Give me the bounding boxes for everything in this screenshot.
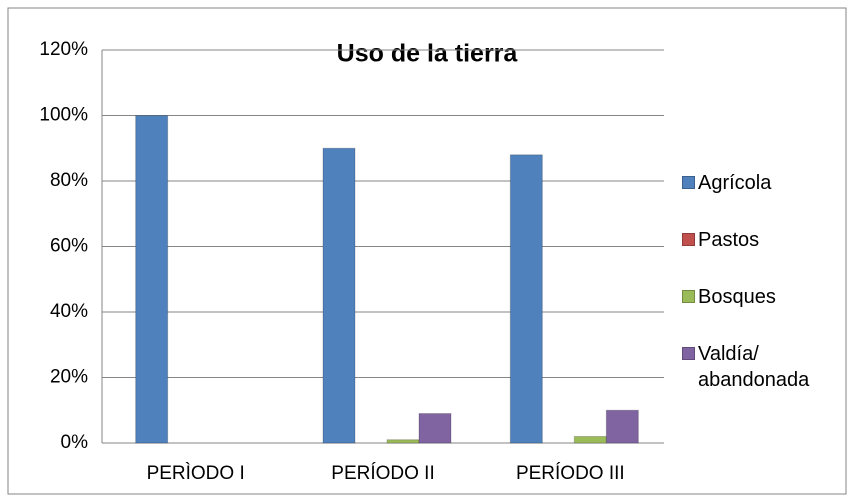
bar [322,147,356,444]
bar [386,439,420,444]
y-tick-label: 0% [61,432,89,453]
legend-item: Valdía/ abandonada [682,341,850,393]
legend-swatch [682,233,695,246]
bar [418,413,452,444]
bar [135,115,169,444]
y-tick-label: 40% [50,301,88,322]
legend-label: Bosques [698,286,776,308]
legend-item: Bosques [682,284,850,310]
legend-swatch [682,347,695,360]
legend-item: Pastos [682,227,850,253]
x-tick-label: PERÍODO II [331,463,434,484]
bar [509,154,543,444]
y-tick-label: 100% [39,105,88,126]
y-tick-label: 60% [50,236,88,257]
legend-label: Valdía/ abandonada [698,343,810,391]
legend-label: Pastos [698,229,760,251]
y-tick-label: 20% [50,367,88,388]
legend-label: Agrícola [698,172,772,194]
chart-title: Uso de la tierra [337,40,519,68]
legend-swatch [682,176,695,189]
legend-swatch [682,290,695,303]
bar [573,435,607,444]
y-tick-label: 80% [50,170,88,191]
y-tick-label: 120% [39,39,88,60]
x-tick-label: PERÍODO III [516,463,625,484]
bar [605,409,639,444]
x-tick-label: PERÌODO I [147,463,245,484]
legend-item: Agrícola [682,170,850,196]
